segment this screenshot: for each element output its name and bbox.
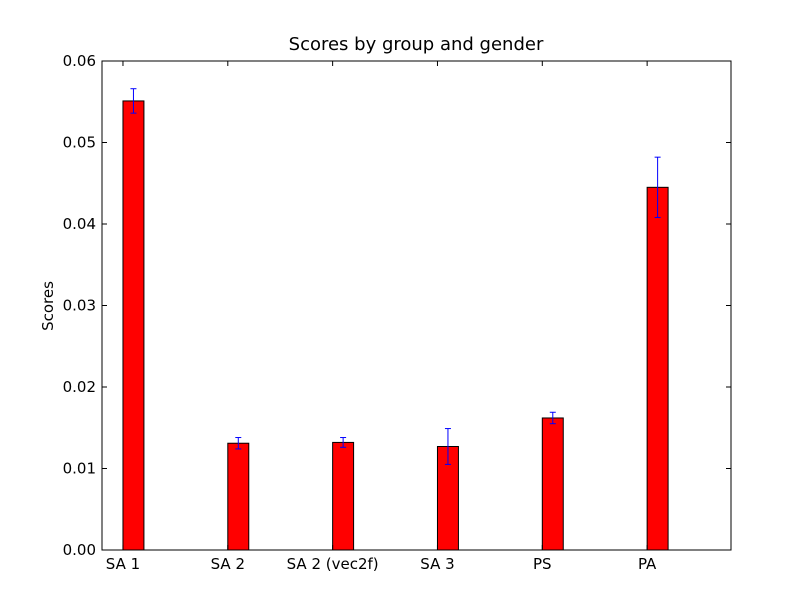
y-tick-label: 0.01: [63, 460, 96, 478]
bar-sa-1: [122, 100, 145, 551]
bar-sa-2: [227, 442, 250, 551]
bars: [122, 100, 669, 551]
error-bar: [444, 428, 451, 465]
x-tick-label: SA 1: [106, 555, 140, 573]
error-bar: [130, 88, 137, 114]
error-bar: [235, 437, 242, 450]
x-tick-label: PS: [533, 555, 552, 573]
error-bar: [549, 411, 556, 425]
error-bars: [130, 88, 661, 465]
y-tick-label: 0.06: [63, 52, 96, 70]
x-tick-label: SA 3: [420, 555, 454, 573]
axis-ticks: SA 1 SA 2 SA 2 (vec2f) SA 3 PS PA 0.00 0.01 0.02…: [63, 52, 731, 573]
bar-ps: [541, 417, 564, 551]
chart-title: Scores by group and gender: [289, 34, 544, 55]
y-axis-label: Scores: [39, 281, 57, 331]
y-tick-label: 0.02: [63, 378, 96, 396]
bar-pa: [646, 186, 669, 551]
x-tick-label: PA: [638, 555, 657, 573]
x-tick-label: SA 2 (vec2f): [287, 555, 379, 573]
y-tick-label: 0.03: [63, 297, 96, 315]
error-bar: [654, 156, 661, 218]
y-tick-label: 0.00: [63, 541, 96, 559]
bar-sa-2-vec2f: [332, 441, 355, 551]
plot-frame: [101, 60, 732, 551]
y-tick-label: 0.04: [63, 215, 96, 233]
x-tick-label: SA 2: [211, 555, 245, 573]
y-tick-label: 0.05: [63, 134, 96, 152]
error-bar: [340, 437, 347, 448]
